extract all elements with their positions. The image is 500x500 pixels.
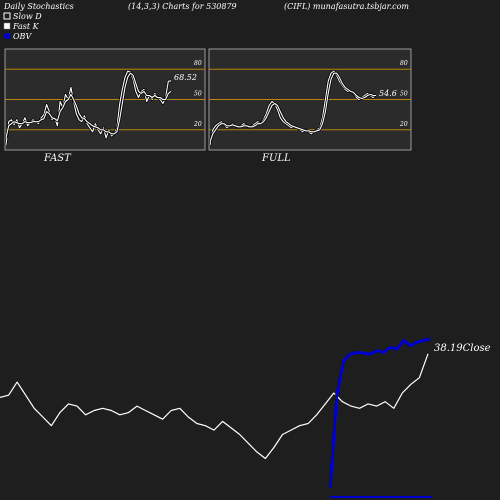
fast-panel: 80 50 20 68.52 [4,48,206,151]
tick-label-80: 80 [400,60,408,67]
legend-slow-d-label: Slow D [13,12,42,21]
legend-slow-d-swatch [3,12,11,20]
header-center: (14,3,3) Charts for 530879 [128,2,237,11]
tick-label-20: 20 [399,121,408,128]
full-level-lines [209,68,411,131]
legend-obv-label: OBV [13,32,32,41]
legend: Slow D Fast K OBV [3,12,42,41]
full-panel: 80 50 20 54.6 [208,48,412,151]
legend-fast-k-label: Fast K [12,22,40,31]
series-line-full_d [209,72,376,143]
tick-label-20: 20 [193,121,202,128]
series-line-slow_d [5,72,172,139]
fast-series-lines [4,69,172,146]
close-price-line [0,353,429,460]
header-left: Daily Stochastics [3,2,74,11]
obv-line [328,337,431,488]
full-panel-label: FULL [261,153,291,164]
fast-last-value: 68.52 [174,73,197,82]
fast-panel-label: FAST [43,153,72,164]
full-last-value: 54.6 [379,89,397,98]
legend-obv-swatch [3,32,11,40]
price-obv-area [0,337,432,498]
tick-label-50: 50 [400,91,408,98]
full-tick-labels: 80 50 20 [399,60,408,128]
header-right: (CIFL) munafasutra.tsbjar.com [284,2,409,11]
tick-label-80: 80 [194,60,202,67]
fast-tick-labels: 80 50 20 [193,60,202,128]
close-label: 38.19Close [434,343,491,354]
tick-label-50: 50 [194,91,202,98]
series-line-fast_k [5,70,172,145]
full-series-lines [208,69,377,146]
legend-fast-k-swatch [3,22,11,30]
